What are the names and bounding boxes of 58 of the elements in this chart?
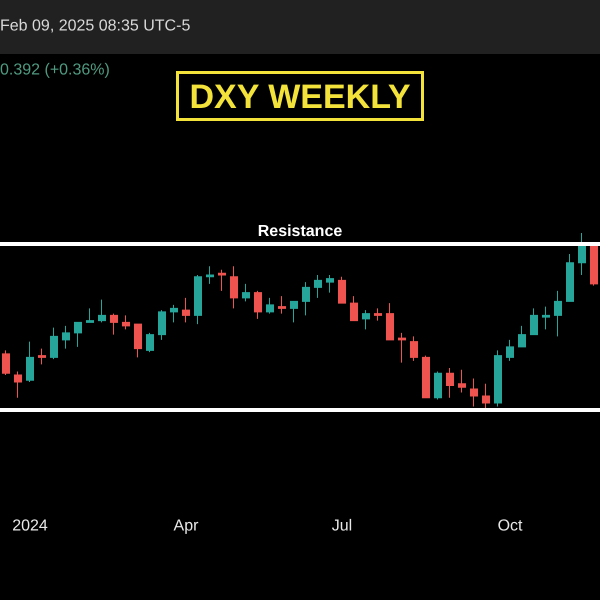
candlestick (374, 308, 382, 322)
candlestick (494, 350, 502, 407)
candlestick (74, 322, 82, 348)
candlestick (458, 369, 466, 393)
candlestick (434, 370, 442, 400)
candlestick (86, 308, 94, 323)
candlestick (266, 297, 274, 314)
candlestick (170, 304, 178, 323)
candlestick (422, 355, 430, 398)
candlestick (206, 266, 214, 284)
x-tick-label: Apr (174, 518, 200, 534)
chart-title: DXY WEEKLY (189, 78, 411, 116)
x-tick-label: 2024 (12, 518, 48, 534)
candlestick (110, 313, 118, 336)
candlestick (122, 314, 130, 330)
ref-line-label: Resistance (258, 223, 342, 240)
candlestick (50, 327, 58, 360)
candlestick (470, 378, 478, 407)
candlestick (566, 254, 574, 302)
candlestick (350, 296, 358, 322)
candlestick (182, 297, 190, 323)
candlestick (578, 232, 586, 276)
candlestick (386, 302, 394, 340)
candlestick (554, 290, 562, 337)
candlestick (326, 274, 334, 294)
candlestick (302, 282, 310, 316)
candlestick (482, 383, 490, 409)
candlestick (134, 324, 142, 358)
candlestick (446, 367, 454, 398)
candlestick (14, 370, 22, 398)
candlestick (218, 269, 226, 292)
candlestick (98, 299, 106, 323)
candlestick (398, 332, 406, 364)
candlestick (530, 308, 538, 336)
candlestick (290, 300, 298, 323)
candlestick (38, 348, 46, 365)
candlestick (590, 244, 598, 286)
candlestick (518, 325, 526, 348)
candlestick (2, 350, 10, 376)
candlestick (242, 283, 250, 302)
candlestick (362, 310, 370, 330)
candlestick (194, 274, 202, 325)
candlestick (542, 306, 550, 330)
candlestick (26, 341, 34, 382)
x-tick-label: Oct (498, 518, 523, 534)
x-tick-label: Jul (332, 518, 352, 534)
candlestick (254, 290, 262, 320)
text: Feb 09, 2025 08:35 UTC-5 (0, 18, 190, 34)
candlestick (338, 276, 346, 304)
candlestick (62, 325, 70, 350)
candlestick (278, 296, 286, 314)
candlestick (314, 274, 322, 298)
candlestick (506, 339, 514, 362)
candlestick (410, 336, 418, 362)
text: 0.392 (+0.36%) (0, 62, 110, 78)
candlestick (158, 310, 166, 340)
candlestick (230, 266, 238, 309)
candlestick (146, 332, 154, 353)
